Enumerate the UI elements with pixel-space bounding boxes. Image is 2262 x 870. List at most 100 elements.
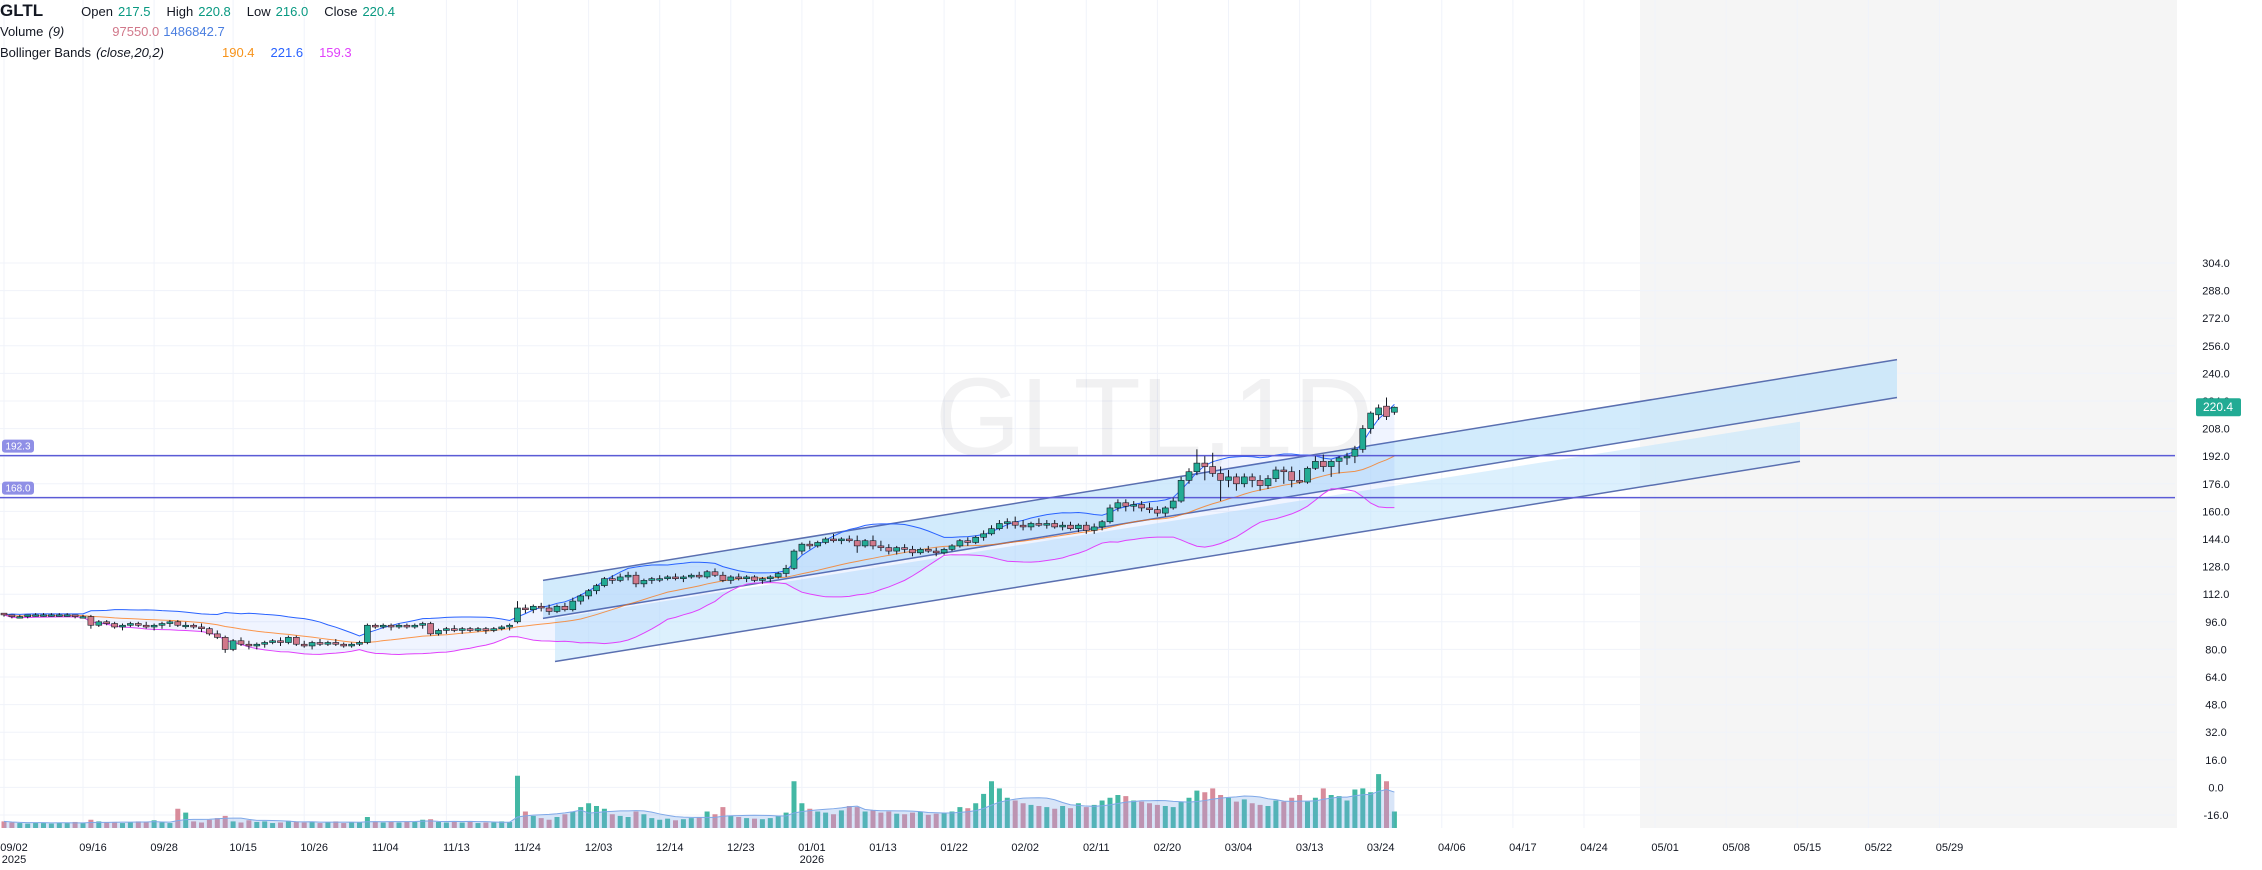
volume-bar bbox=[791, 781, 797, 828]
close-label: Close bbox=[324, 4, 358, 19]
volume-bar bbox=[151, 820, 157, 828]
bb-middle-value: 190.4 bbox=[221, 45, 255, 60]
candle-body bbox=[648, 578, 656, 581]
volume-bar bbox=[538, 818, 544, 828]
candle-body bbox=[1067, 524, 1074, 529]
x-tick-label: 10/15 bbox=[229, 842, 257, 854]
volume-bar bbox=[1249, 803, 1255, 828]
candle-body bbox=[695, 574, 703, 578]
candle-body bbox=[996, 523, 1003, 529]
volume-bar bbox=[1257, 804, 1263, 828]
volume-bar bbox=[9, 822, 15, 828]
y-tick-label: -16.0 bbox=[2203, 810, 2228, 822]
candle-body bbox=[269, 640, 276, 643]
candle-body bbox=[63, 614, 71, 617]
volume-bar bbox=[910, 812, 915, 828]
candle-body bbox=[782, 568, 790, 574]
candle-body bbox=[964, 540, 972, 543]
candle-body bbox=[909, 549, 916, 554]
volume-bar bbox=[1320, 788, 1326, 828]
candle-body bbox=[1185, 471, 1193, 481]
volume-bars bbox=[1, 774, 1397, 828]
volume-bar bbox=[515, 775, 520, 828]
volume-bar bbox=[48, 823, 54, 828]
volume-bar bbox=[396, 822, 402, 828]
candle-body bbox=[174, 621, 182, 626]
candle-body bbox=[1035, 523, 1043, 526]
volume-bar bbox=[925, 814, 931, 828]
volume-label: Volume bbox=[0, 24, 44, 39]
volume-bar bbox=[665, 818, 671, 828]
candle-body bbox=[127, 623, 134, 626]
volume-bar bbox=[404, 821, 410, 828]
y-tick-label: 288.0 bbox=[2202, 286, 2230, 298]
volume-bar bbox=[1233, 801, 1239, 828]
candle-body bbox=[119, 624, 126, 628]
x-tick-label: 09/28 bbox=[150, 842, 178, 854]
candle-body bbox=[522, 607, 529, 611]
volume-bar bbox=[917, 811, 923, 828]
volume-bar bbox=[459, 822, 465, 828]
candle-body bbox=[482, 628, 490, 631]
candle-body bbox=[474, 628, 482, 631]
candle-body bbox=[277, 640, 284, 643]
volume-bar bbox=[1226, 797, 1231, 828]
candle-body bbox=[1169, 500, 1177, 509]
volume-bar bbox=[609, 814, 615, 828]
high-value: 220.8 bbox=[198, 4, 231, 19]
volume-bar bbox=[278, 822, 283, 828]
volume-bar bbox=[191, 821, 197, 828]
volume-bar bbox=[578, 807, 584, 828]
candle-body bbox=[1367, 412, 1374, 429]
bb-row[interactable]: Bollinger Bands (close,20,2) 190.4 221.6… bbox=[0, 42, 411, 63]
volume-bar bbox=[380, 822, 386, 828]
candle-body bbox=[790, 550, 798, 569]
candle-body bbox=[1043, 523, 1051, 526]
volume-bar bbox=[451, 821, 457, 828]
candle-body bbox=[1280, 469, 1288, 473]
x-tick-label: 02/02 bbox=[1011, 842, 1039, 854]
volume-bar bbox=[475, 823, 481, 828]
volume-ma-fill bbox=[4, 789, 1395, 828]
candle-body bbox=[419, 623, 427, 626]
candle-body bbox=[1201, 462, 1209, 467]
volume-bar bbox=[135, 821, 141, 828]
symbol[interactable]: GLTL bbox=[0, 1, 44, 20]
volume-bar bbox=[1044, 807, 1050, 828]
volume-bar bbox=[1068, 808, 1073, 828]
volume-bar bbox=[854, 807, 860, 828]
volume-bar bbox=[846, 806, 852, 828]
volume-row[interactable]: Volume (9) 97550.0 1486842.7 bbox=[0, 21, 411, 42]
candle-body bbox=[182, 624, 189, 628]
volume-bar bbox=[1360, 788, 1366, 828]
candle-body bbox=[245, 643, 253, 647]
volume-bar bbox=[657, 819, 663, 828]
candle-body bbox=[1177, 480, 1185, 502]
volume-bar bbox=[17, 823, 23, 828]
volume-bar bbox=[1060, 806, 1066, 828]
candle-body bbox=[332, 642, 340, 645]
candle-body bbox=[932, 550, 940, 554]
y-tick-label: 240.0 bbox=[2202, 368, 2230, 380]
candle-body bbox=[1011, 521, 1019, 526]
candle-body bbox=[948, 545, 956, 550]
volume-ma-value: 1486842.7 bbox=[163, 24, 225, 39]
volume-bar bbox=[1083, 807, 1089, 828]
volume-param: (9) bbox=[48, 24, 65, 39]
volume-ma-line bbox=[3, 788, 1395, 824]
candle-body bbox=[798, 543, 806, 552]
candle-body bbox=[1106, 507, 1114, 523]
volume-bar bbox=[783, 812, 789, 828]
candle-body bbox=[48, 614, 55, 617]
candle-body bbox=[1114, 502, 1122, 509]
x-tick-label: 11/04 bbox=[372, 842, 399, 854]
candle-body bbox=[8, 614, 16, 617]
volume-bar bbox=[120, 823, 125, 828]
candle-body bbox=[395, 624, 403, 628]
volume-bar bbox=[1391, 811, 1397, 828]
candle-body bbox=[206, 628, 213, 635]
y-tick-label: 208.0 bbox=[2202, 424, 2230, 436]
volume-bar bbox=[1154, 804, 1160, 828]
